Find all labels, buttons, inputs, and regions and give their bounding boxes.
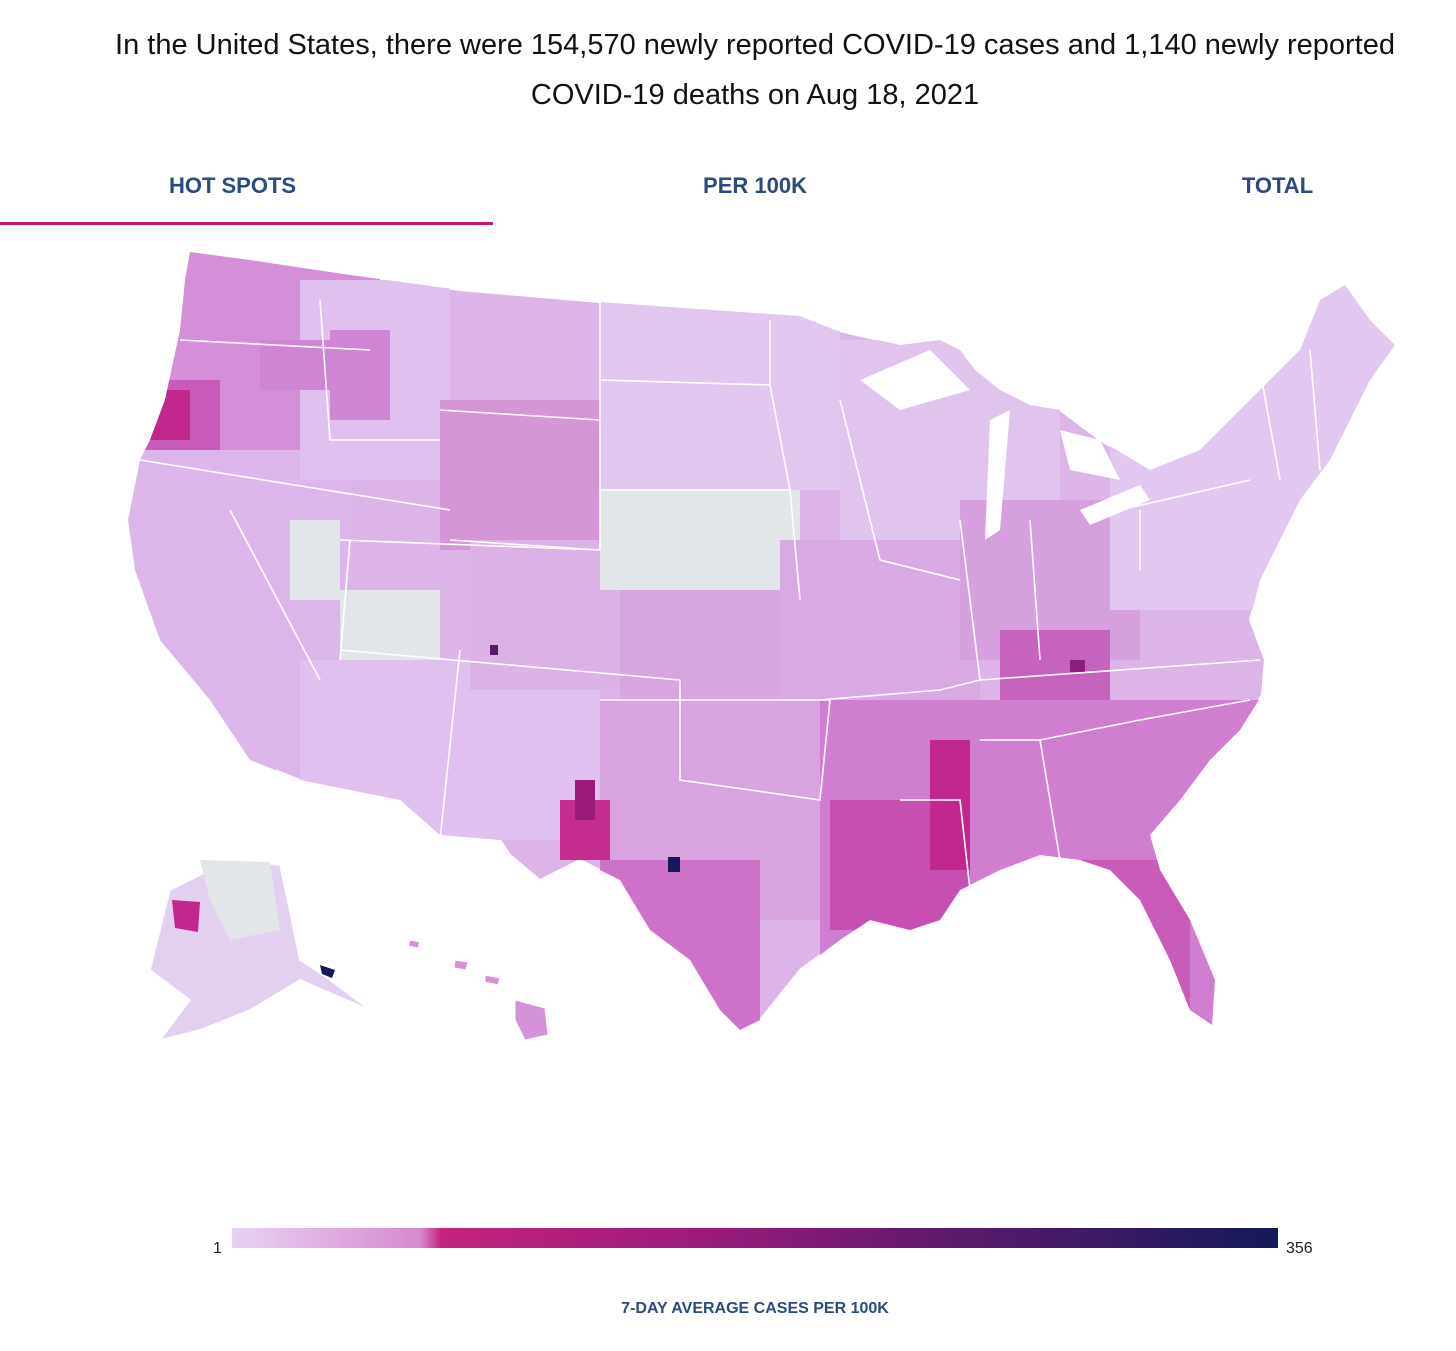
legend-min-label: 1 (213, 1240, 222, 1257)
tab-per-100k[interactable]: PER 100K (703, 173, 807, 198)
legend-color-bar (232, 1228, 1278, 1248)
us-county-map[interactable] (0, 240, 1456, 1060)
map-svg[interactable] (0, 240, 1456, 1060)
headline: In the United States, there were 154,570… (40, 20, 1456, 120)
tab-bar: HOT SPOTS PER 100K TOTAL (0, 160, 1456, 226)
state-borders (139, 299, 1321, 891)
legend-max-label: 356 (1286, 1240, 1313, 1257)
headline-line-2: COVID-19 deaths on Aug 18, 2021 (530, 79, 980, 111)
tab-hot-spots[interactable]: HOT SPOTS (168, 173, 297, 198)
contiguous-us (126, 250, 1397, 1032)
legend-title: 7-DAY AVERAGE CASES PER 100K (621, 1300, 889, 1317)
active-tab-indicator (0, 222, 493, 225)
great-lakes (860, 350, 1150, 540)
headline-line-1: In the United States, there were 154,570… (115, 29, 1395, 61)
tab-total[interactable]: TOTAL (1241, 173, 1314, 198)
hawaii (407, 939, 549, 1041)
alaska (149, 859, 371, 1042)
